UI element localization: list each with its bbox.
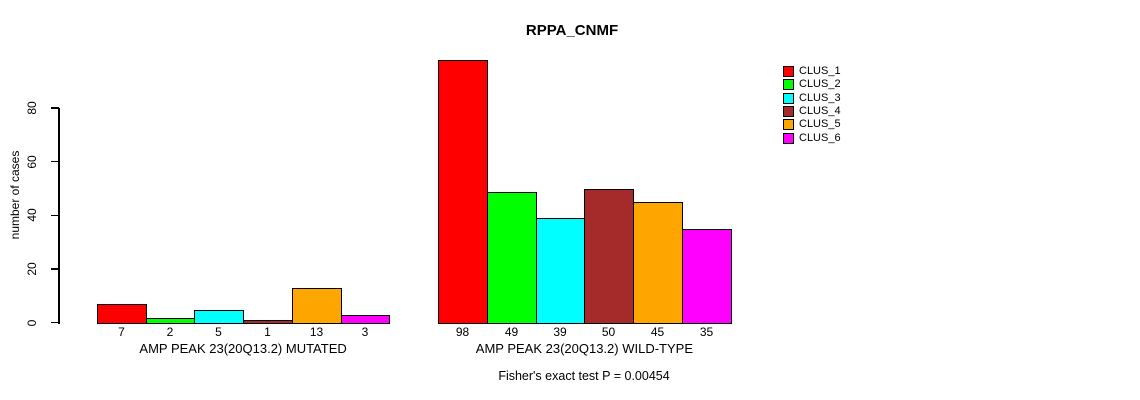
y-tick-label: 40 (25, 208, 39, 222)
group-label: AMP PEAK 23(20Q13.2) MUTATED (139, 341, 347, 356)
bar-value-label: 13 (309, 325, 324, 339)
legend-label: CLUS_6 (799, 131, 841, 144)
legend-swatch-icon (783, 132, 794, 144)
bar-value-label: 98 (455, 325, 470, 339)
y-axis-tick (51, 268, 59, 270)
y-axis-tick (51, 321, 59, 324)
y-tick-label: 20 (25, 262, 39, 276)
bar-value-label: 7 (118, 325, 125, 339)
y-tick-label: 80 (25, 101, 39, 115)
bar-clus_5 (633, 201, 683, 324)
bar-value-label: 2 (166, 325, 174, 339)
legend-label: CLUS_3 (799, 91, 841, 104)
bar-clus_4 (243, 319, 293, 324)
bar-value-label: 50 (601, 325, 616, 339)
bar-value-label: 5 (215, 325, 222, 339)
legend-label: CLUS_2 (799, 78, 841, 91)
y-axis-tick (51, 214, 59, 217)
bar-clus_1 (97, 303, 147, 324)
bar-clus_3 (194, 309, 244, 324)
y-axis-tick (51, 107, 59, 109)
bar-clus_1 (438, 59, 488, 324)
chart-title: RPPA_CNMF (525, 22, 619, 39)
legend-swatch-icon (783, 119, 794, 131)
legend-swatch-icon (783, 66, 794, 77)
bar-value-label: 49 (504, 325, 519, 339)
bar-clus_4 (584, 188, 634, 324)
bar-clus_3 (536, 217, 585, 324)
fisher-test-annotation: Fisher's exact test P = 0.00454 (498, 369, 670, 383)
legend-label: CLUS_4 (799, 104, 841, 117)
bar-value-label: 45 (650, 325, 665, 339)
y-tick-label: 0 (25, 319, 39, 326)
bar-value-label: 3 (361, 325, 369, 339)
y-tick-label: 60 (25, 155, 39, 169)
bar-value-label: 35 (699, 325, 714, 339)
legend-swatch-icon (783, 79, 794, 91)
group-label: AMP PEAK 23(20Q13.2) WILD-TYPE (475, 341, 694, 356)
legend-label: CLUS_1 (799, 65, 841, 77)
legend-label: CLUS_5 (799, 118, 841, 131)
bar-value-label: 1 (264, 325, 271, 339)
bar-value-label: 39 (553, 325, 567, 339)
bar-clus_2 (146, 317, 195, 324)
bar-clus_6 (341, 314, 390, 324)
legend-swatch-icon (783, 105, 794, 117)
bar-clus_6 (682, 228, 732, 324)
bar-clus_2 (487, 191, 537, 324)
y-axis-tick (51, 160, 59, 163)
legend-swatch-icon (783, 92, 794, 104)
bar-clus_5 (292, 287, 342, 324)
